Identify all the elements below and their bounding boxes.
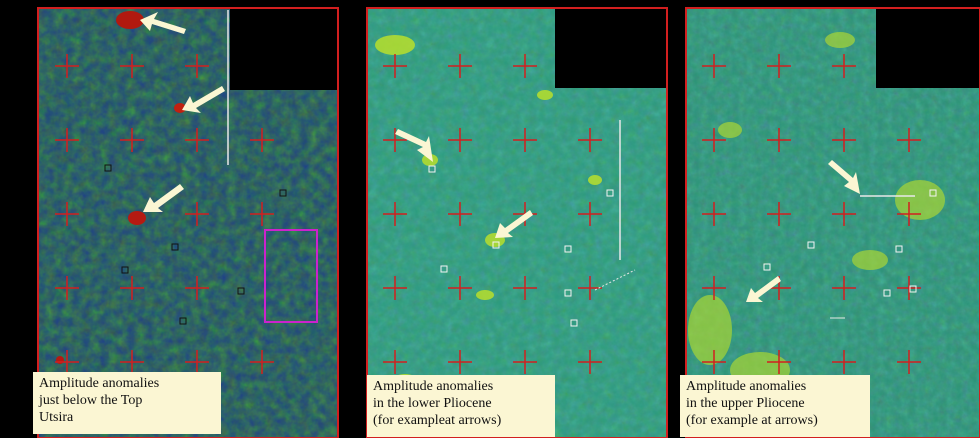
amplitude-map-upper-pliocene bbox=[685, 7, 980, 438]
caption-line: (for example at arrows) bbox=[686, 413, 818, 428]
grid-crosses bbox=[702, 54, 921, 374]
anomaly-arrows bbox=[746, 160, 860, 302]
caption-line: in the upper Pliocene bbox=[686, 396, 805, 411]
caption-upper-pliocene: Amplitude anomalies in the upper Pliocen… bbox=[680, 375, 870, 437]
well-markers bbox=[763, 189, 937, 297]
amplitude-map-lower-pliocene bbox=[366, 7, 668, 438]
caption-line: Amplitude anomalies bbox=[686, 379, 807, 394]
caption-line: Amplitude anomalies bbox=[373, 379, 494, 394]
caption-lower-pliocene: Amplitude anomalies in the lower Pliocen… bbox=[367, 375, 555, 437]
grid-crosses bbox=[55, 54, 274, 374]
anomaly-arrows bbox=[140, 12, 225, 212]
caption-line: Amplitude anomalies bbox=[39, 376, 160, 391]
caption-line: in the lower Pliocene bbox=[373, 396, 492, 411]
panel-top-utsira: Amplitude anomalies just below the Top U… bbox=[0, 0, 345, 438]
highlight-box bbox=[264, 229, 318, 323]
caption-line: (for exampleat arrows) bbox=[373, 413, 502, 428]
caption-top-utsira: Amplitude anomalies just below the Top U… bbox=[33, 372, 221, 434]
well-markers bbox=[428, 165, 614, 327]
caption-line: Utsira bbox=[39, 410, 74, 425]
well-markers bbox=[104, 164, 287, 325]
anomaly-arrows bbox=[395, 129, 533, 238]
panel-lower-pliocene: Amplitude anomalies in the lower Pliocen… bbox=[345, 0, 670, 438]
caption-line: just below the Top bbox=[39, 393, 143, 408]
amplitude-map-top-utsira bbox=[37, 7, 339, 438]
panel-upper-pliocene: Amplitude anomalies in the upper Pliocen… bbox=[670, 0, 980, 438]
